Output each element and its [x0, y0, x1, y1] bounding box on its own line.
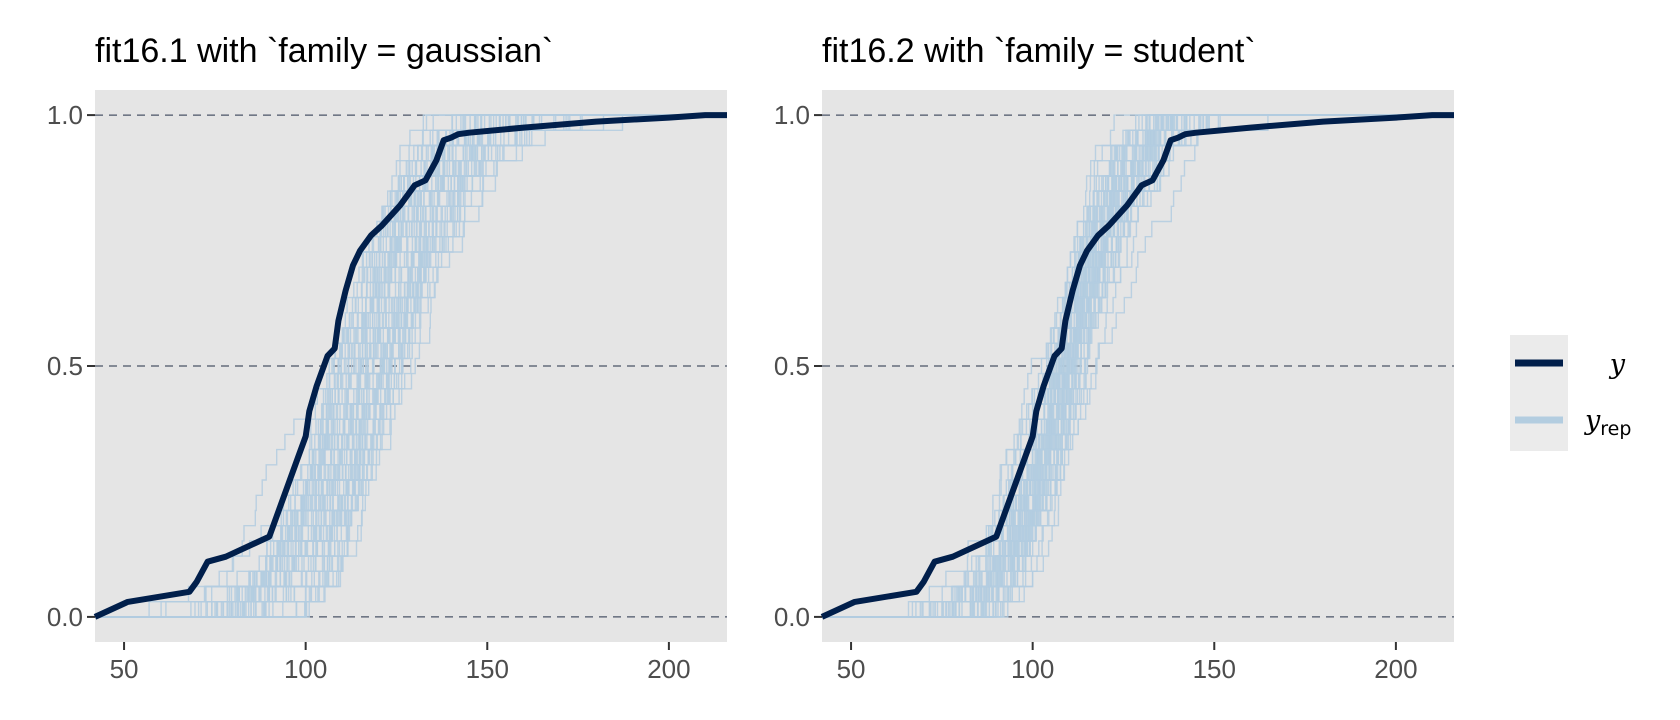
yrep-curve — [95, 114, 727, 618]
legend-label-y: y — [1609, 349, 1626, 380]
y-tick-label: 0.0 — [47, 602, 83, 632]
yrep-curve — [95, 114, 727, 618]
panel-student: fit16.2 with `family = student` 0.0 0.5 1.… — [774, 32, 1454, 684]
y-curve — [93, 112, 727, 620]
yrep-curve — [822, 114, 1454, 618]
x-tick-label: 150 — [466, 654, 509, 684]
yrep-curve — [822, 114, 1454, 618]
legend-label-yrep-main: y — [1584, 405, 1601, 436]
yrep-curve — [822, 114, 1454, 618]
yrep-curve — [95, 114, 727, 618]
y-tick-label: 0.0 — [774, 602, 810, 632]
yrep-curve — [822, 114, 1454, 618]
yrep-curve — [822, 114, 1454, 618]
x-tick-label: 50 — [110, 654, 139, 684]
x-tick-label: 200 — [647, 654, 690, 684]
yrep-curve — [95, 114, 727, 618]
yrep-curve — [95, 114, 727, 618]
legend-label-yrep: yrep — [1584, 405, 1631, 440]
x-tick-label: 100 — [1011, 654, 1054, 684]
yrep-curve — [822, 114, 1454, 618]
panel-gaussian: fit16.1 with `family = gaussian` 0.0 0.5 1… — [47, 32, 727, 684]
yrep-curve — [95, 114, 727, 618]
yrep-curve — [95, 114, 727, 618]
yrep-curve — [95, 114, 727, 618]
legend-key-background — [1510, 335, 1568, 451]
legend: y yrep — [1510, 335, 1631, 451]
yrep-curve — [95, 114, 727, 618]
x-tick-label: 200 — [1374, 654, 1417, 684]
y-tick-label: 1.0 — [47, 100, 83, 130]
yrep-curves — [95, 114, 727, 618]
panel-title: fit16.1 with `family = gaussian` — [95, 32, 553, 70]
y-curve — [820, 112, 1454, 620]
yrep-curve — [822, 114, 1454, 618]
yrep-curve — [95, 114, 727, 618]
x-tick-label: 150 — [1193, 654, 1236, 684]
y-tick-label: 0.5 — [774, 351, 810, 381]
yrep-curve — [822, 114, 1454, 618]
x-tick-label: 50 — [837, 654, 866, 684]
yrep-curve — [822, 114, 1454, 618]
y-tick-label: 1.0 — [774, 100, 810, 130]
yrep-curve — [95, 114, 727, 618]
x-tick-label: 100 — [284, 654, 327, 684]
yrep-curve — [95, 114, 727, 618]
yrep-curve — [95, 114, 727, 618]
yrep-curve — [822, 114, 1454, 618]
y-tick-label: 0.5 — [47, 351, 83, 381]
legend-label-yrep-subscript: rep — [1600, 418, 1631, 440]
panel-title: fit16.2 with `family = student` — [822, 32, 1256, 70]
